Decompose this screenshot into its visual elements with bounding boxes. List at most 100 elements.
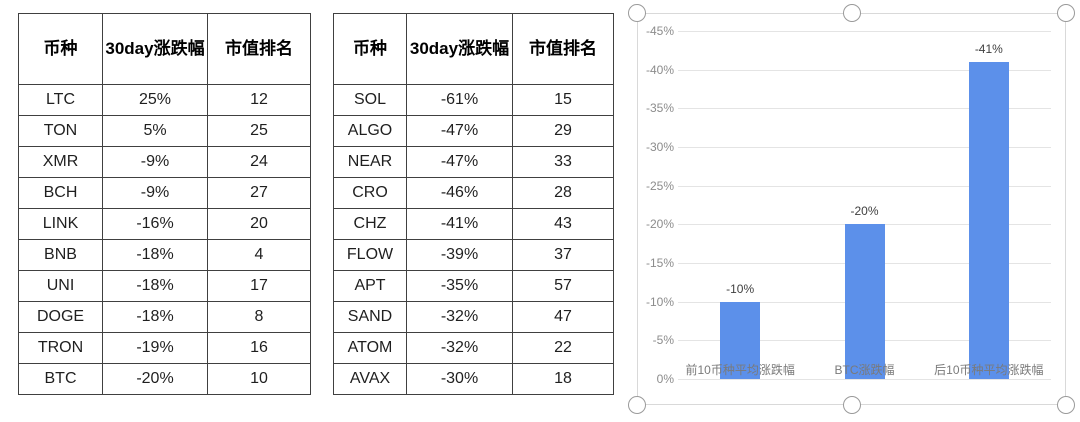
change-30day-cell: -61% xyxy=(406,84,513,116)
marketcap-rank-cell: 10 xyxy=(207,363,311,395)
table-row: BCH -9% 27 xyxy=(18,177,311,209)
coin-symbol-cell: FLOW xyxy=(333,239,407,271)
table-row: DOGE -18% 8 xyxy=(18,301,311,333)
marketcap-rank-cell: 37 xyxy=(512,239,614,271)
coin-symbol-cell: LINK xyxy=(18,208,103,240)
column-header: 30day涨跌幅 xyxy=(406,13,513,85)
change-30day-cell: -47% xyxy=(406,115,513,147)
marketcap-rank-cell: 22 xyxy=(512,332,614,364)
table-row: TRON -19% 16 xyxy=(18,332,311,364)
bar-chart[interactable]: -45% -40% -35% -30% -25% -20% -15% -10% -5% 0% -10… xyxy=(628,4,1075,414)
table-row: ATOM -32% 22 xyxy=(333,332,614,364)
y-axis-tick: -5% xyxy=(652,333,674,348)
coin-symbol-cell: XMR xyxy=(18,146,103,178)
y-axis-tick: -35% xyxy=(645,101,674,116)
change-30day-cell: -18% xyxy=(102,239,208,271)
table-row: TON 5% 25 xyxy=(18,115,311,147)
y-axis-tick: -30% xyxy=(645,140,674,154)
coin-symbol-cell: SOL xyxy=(333,84,407,116)
table-row: FLOW -39% 37 xyxy=(333,239,614,271)
table-row: SAND -32% 47 xyxy=(333,301,614,333)
coin-symbol-cell: BCH xyxy=(18,177,103,209)
coin-symbol-cell: BTC xyxy=(18,363,103,395)
gridline xyxy=(678,31,1051,32)
coin-symbol-cell: DOGE xyxy=(18,301,103,333)
table-row: LINK -16% 20 xyxy=(18,208,311,240)
bar[interactable] xyxy=(968,61,1009,379)
marketcap-rank-cell: 57 xyxy=(512,270,614,302)
coin-symbol-cell: LTC xyxy=(18,84,103,116)
table-row: XMR -9% 24 xyxy=(18,146,311,178)
column-header: 币种 xyxy=(18,13,103,85)
selection-handle-top-left[interactable] xyxy=(628,4,646,22)
marketcap-rank-cell: 47 xyxy=(512,301,614,333)
table-row: BNB -18% 4 xyxy=(18,239,311,271)
bar-value-label: -10% xyxy=(726,281,755,296)
y-axis-tick: 0% xyxy=(656,372,674,386)
marketcap-rank-cell: 29 xyxy=(512,115,614,147)
change-30day-cell: -16% xyxy=(102,208,208,240)
change-30day-cell: -32% xyxy=(406,301,513,333)
y-axis-tick: -15% xyxy=(645,256,674,270)
table-row: CRO -46% 28 xyxy=(333,177,614,209)
bar-value-label: -20% xyxy=(850,204,879,219)
column-header: 30day涨跌幅 xyxy=(102,13,208,85)
category-label: 后10币种平均涨跌幅 xyxy=(934,363,1044,377)
table-row: BTC -20% 10 xyxy=(18,363,311,395)
marketcap-rank-cell: 18 xyxy=(512,363,614,395)
gridline xyxy=(678,147,1051,148)
bar-value-label: -41% xyxy=(974,41,1003,56)
top10-coins-table: 币种 30day涨跌幅 市值排名 LTC 25% 12 TON 5% 25 XMR -9% 24 BCH… xyxy=(18,13,311,395)
selection-handle-bottom-left[interactable] xyxy=(628,396,646,414)
change-30day-cell: 25% xyxy=(102,84,208,116)
gridline xyxy=(678,69,1051,71)
selection-handle-bottom-right[interactable] xyxy=(1057,396,1075,414)
table-row: APT -35% 57 xyxy=(333,270,614,302)
bar[interactable] xyxy=(844,224,885,379)
marketcap-rank-cell: 4 xyxy=(207,239,311,271)
coin-symbol-cell: APT xyxy=(333,270,407,302)
gridline xyxy=(678,379,1051,380)
selection-handle-top-middle[interactable] xyxy=(842,4,861,22)
table-row: LTC 25% 12 xyxy=(18,84,311,116)
coin-symbol-cell: CRO xyxy=(333,177,407,209)
coin-symbol-cell: CHZ xyxy=(333,208,407,240)
column-header: 市值排名 xyxy=(512,13,614,85)
marketcap-rank-cell: 27 xyxy=(207,177,311,209)
y-axis-tick: -10% xyxy=(645,294,674,309)
y-axis-tick: -20% xyxy=(645,217,674,232)
y-axis-tick: -45% xyxy=(645,24,674,38)
y-axis-tick: -25% xyxy=(645,178,674,193)
coin-symbol-cell: NEAR xyxy=(333,146,407,178)
table-row: ALGO -47% 29 xyxy=(333,115,614,147)
gridline xyxy=(678,185,1051,187)
table-row: AVAX -30% 18 xyxy=(333,363,614,395)
marketcap-rank-cell: 15 xyxy=(512,84,614,116)
bar[interactable] xyxy=(720,301,761,379)
marketcap-rank-cell: 33 xyxy=(512,146,614,178)
selection-handle-top-right[interactable] xyxy=(1057,4,1075,22)
table-row: UNI -18% 17 xyxy=(18,270,311,302)
coin-symbol-cell: BNB xyxy=(18,239,103,271)
marketcap-rank-cell: 43 xyxy=(512,208,614,240)
change-30day-cell: -30% xyxy=(406,363,513,395)
marketcap-rank-cell: 20 xyxy=(207,208,311,240)
coin-symbol-cell: TRON xyxy=(18,332,103,364)
column-header: 市值排名 xyxy=(207,13,311,85)
change-30day-cell: -19% xyxy=(102,332,208,364)
change-30day-cell: -32% xyxy=(406,332,513,364)
change-30day-cell: -20% xyxy=(102,363,208,395)
change-30day-cell: -41% xyxy=(406,208,513,240)
table-row: CHZ -41% 43 xyxy=(333,208,614,240)
marketcap-rank-cell: 17 xyxy=(207,270,311,302)
category-label: BTC涨跌幅 xyxy=(834,363,895,377)
change-30day-cell: -9% xyxy=(102,177,208,209)
change-30day-cell: -47% xyxy=(406,146,513,178)
y-axis-tick: -40% xyxy=(645,62,674,77)
change-30day-cell: -18% xyxy=(102,270,208,302)
marketcap-rank-cell: 28 xyxy=(512,177,614,209)
selection-handle-bottom-middle[interactable] xyxy=(842,396,861,414)
gridline xyxy=(678,108,1051,110)
change-30day-cell: -9% xyxy=(102,146,208,178)
